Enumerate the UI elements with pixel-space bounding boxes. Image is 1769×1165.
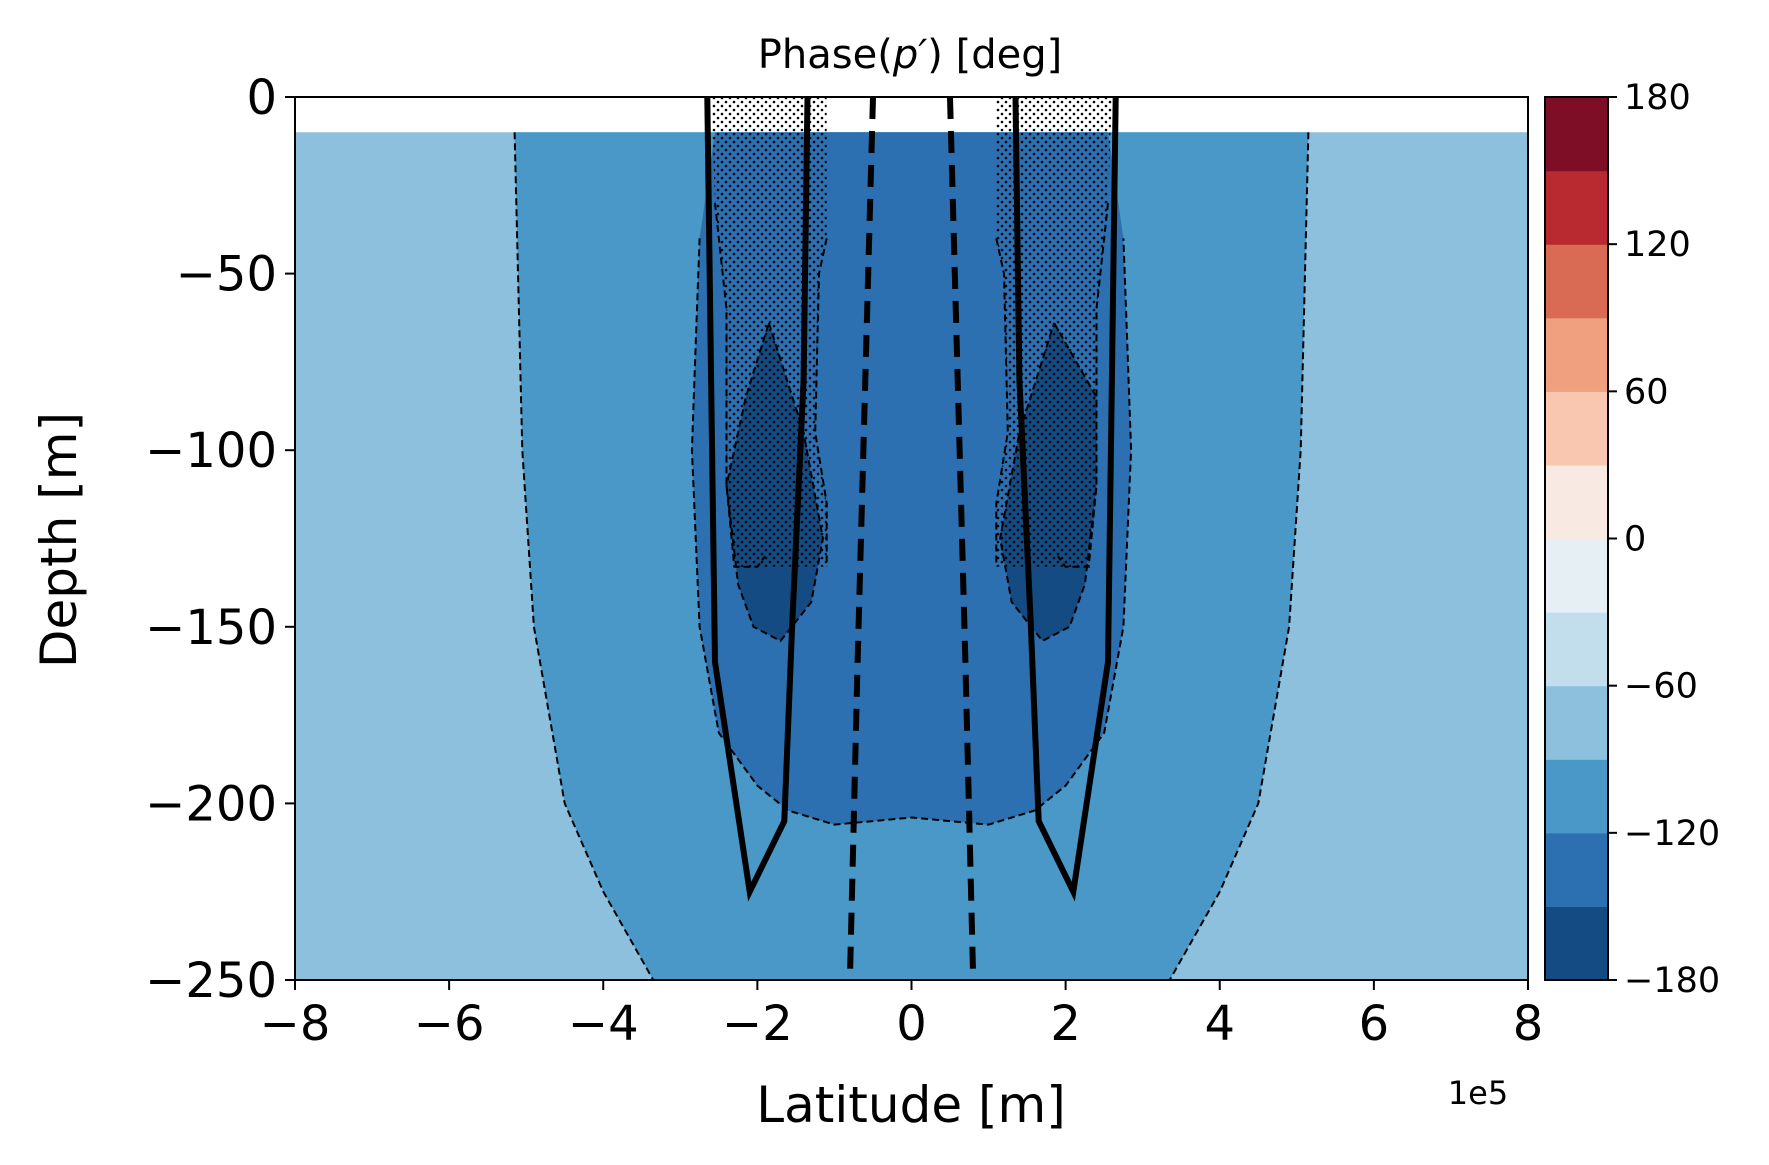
title-suffix: ) [deg] [927, 32, 1062, 78]
colorbar-tick-label: −180 [1624, 961, 1720, 1001]
thin-dashed-contour-0 [513, 132, 655, 980]
chart-title: Phase(p′) [deg] [758, 32, 1062, 78]
thick-dashed-contour-1 [947, 97, 977, 980]
colorbar-segment [1545, 759, 1608, 834]
thick-solid-contour-1 [1012, 97, 1119, 902]
colorbar-segment [1545, 538, 1608, 613]
thick-dashed-contour-0 [846, 97, 876, 980]
colorbar-tick-label: 0 [1624, 520, 1646, 560]
colorbar-tick-label: −120 [1624, 814, 1720, 854]
y-tick-label: −100 [145, 423, 277, 479]
thin-dashed-contour-6 [1057, 202, 1109, 568]
thick-solid-contour-0 [704, 97, 811, 902]
colorbar-segment [1545, 97, 1608, 172]
x-tick-label: −8 [260, 996, 331, 1052]
x-tick-label: −4 [568, 996, 639, 1052]
thin-dashed-contour-3 [725, 322, 824, 643]
x-tick-label: 2 [1050, 996, 1081, 1052]
x-tick-label: 4 [1204, 996, 1235, 1052]
colorbar-segment [1545, 612, 1608, 687]
x-axis: −8 −6 −4 −2 0 2 4 6 8 [260, 980, 1544, 1052]
thin-dashed-contour-7 [814, 238, 828, 567]
colorbar-segment [1545, 464, 1608, 540]
x-tick-label: 6 [1359, 996, 1390, 1052]
colorbar-tick-label: −60 [1624, 667, 1698, 707]
plot-area [295, 97, 1528, 980]
colorbar-segment [1545, 391, 1608, 466]
x-axis-label: Latitude [m] [756, 1076, 1065, 1134]
colorbar-segment [1545, 244, 1608, 319]
thin-dashed-contour-4 [999, 322, 1098, 643]
colorbar-segment [1545, 317, 1608, 392]
y-tick-label: −200 [145, 776, 277, 832]
y-tick-label: −50 [176, 247, 277, 303]
y-axis-label: Depth [m] [30, 412, 88, 668]
thin-dashed-contour-5 [714, 202, 766, 568]
colorbar-tick-label: 180 [1624, 78, 1691, 118]
x-tick-label: 8 [1513, 996, 1544, 1052]
y-tick-label: 0 [246, 70, 277, 126]
title-prefix: Phase( [758, 32, 893, 78]
thin-dashed-contour-8 [995, 238, 1009, 567]
x-offset-label: 1e5 [1448, 1074, 1508, 1112]
phase-regions [295, 132, 1528, 980]
y-tick-label: −250 [145, 953, 277, 1009]
x-tick-label: −2 [722, 996, 793, 1052]
colorbar-tick-label: 60 [1624, 372, 1669, 412]
colorbar-tick-label: 120 [1624, 225, 1691, 265]
colorbar: 180 120 60 0 −60 −120 −180 [1544, 78, 1720, 1001]
title-variable: p′ [892, 32, 927, 78]
contour-lines [513, 97, 1310, 980]
colorbar-segment [1545, 832, 1608, 908]
colorbar-segment [1545, 685, 1608, 760]
colorbar-segment [1545, 170, 1608, 245]
thin-dashed-contour-1 [1168, 132, 1310, 980]
y-axis: 0 −50 −100 −150 −200 −250 [145, 70, 295, 1009]
x-tick-label: −6 [414, 996, 485, 1052]
y-tick-label: −150 [145, 600, 277, 656]
thin-dashed-contour-2 [690, 238, 1133, 826]
colorbar-segment [1545, 906, 1608, 981]
x-tick-label: 0 [896, 996, 927, 1052]
